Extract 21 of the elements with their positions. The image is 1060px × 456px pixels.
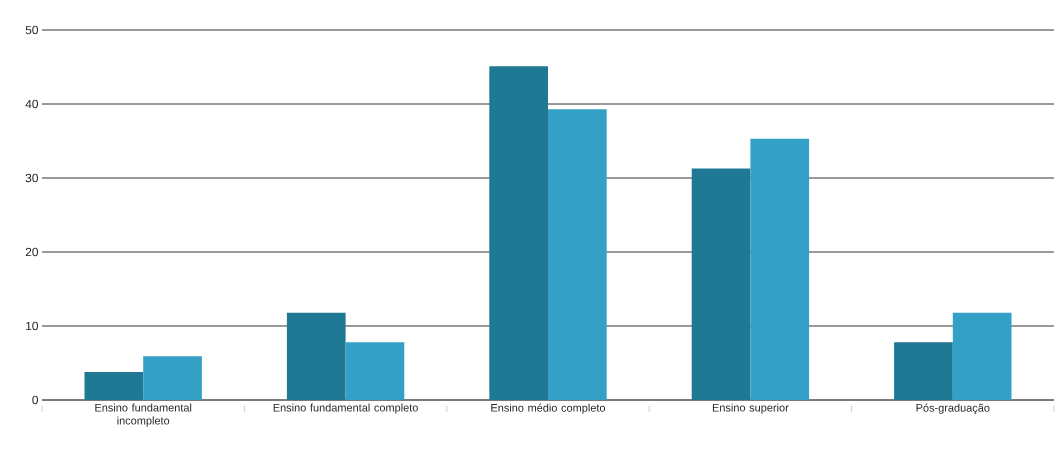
bar (84, 371, 144, 400)
y-tick-label: 50 (25, 25, 39, 35)
bar (286, 312, 346, 400)
bar (894, 342, 953, 400)
x-tick-label: Ensino superior (712, 403, 789, 414)
bar (952, 312, 1012, 400)
y-tick-label: 30 (25, 173, 39, 183)
bar (143, 356, 202, 400)
y-tick-label: 0 (32, 395, 39, 405)
y-tick-label: 20 (25, 247, 39, 257)
bar (489, 66, 548, 400)
x-tick-label: Ensino fundamental incompleto (95, 403, 192, 427)
bar (750, 138, 810, 400)
x-tick-label: Ensino fundamental completo (273, 403, 418, 414)
y-tick-label: 10 (26, 321, 39, 331)
x-tick-label: Pós-graduação (916, 403, 990, 414)
bar (345, 342, 405, 400)
bar (548, 109, 607, 400)
bar (691, 168, 751, 400)
x-tick-label: Ensino médio completo (491, 403, 606, 414)
y-tick-label: 40 (25, 99, 39, 109)
